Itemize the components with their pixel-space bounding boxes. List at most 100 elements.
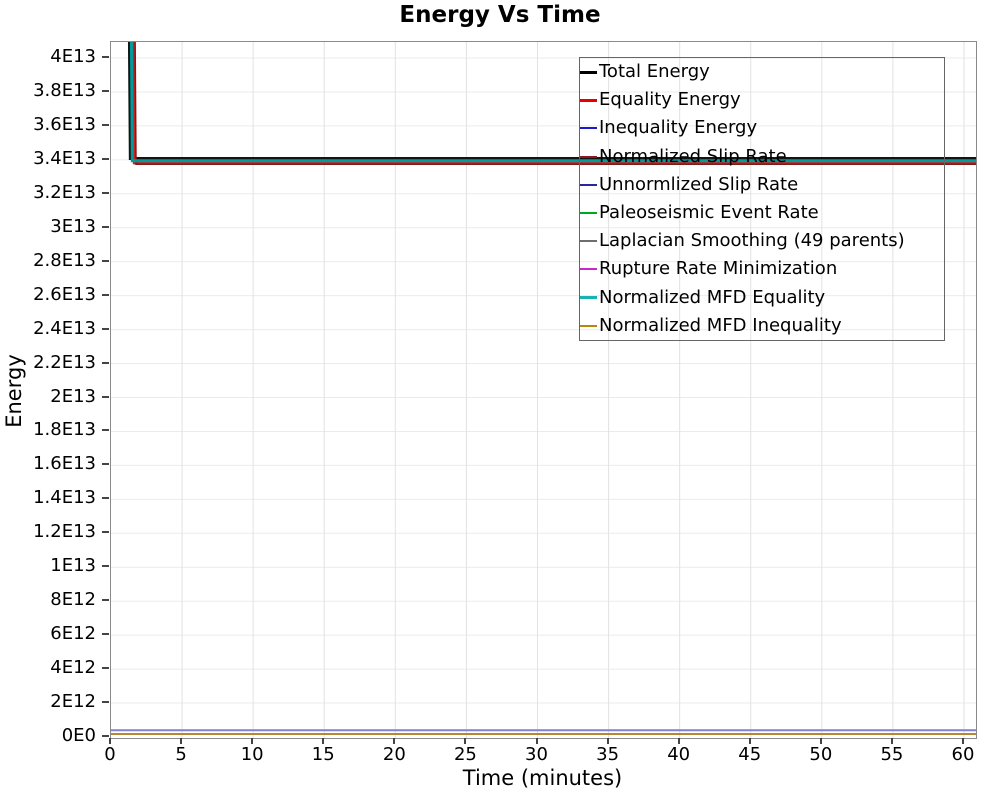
- legend-swatch: [580, 183, 597, 186]
- y-tick-mark: [102, 735, 109, 737]
- legend-item: Total Energy: [580, 58, 944, 86]
- x-tick-mark: [180, 738, 183, 744]
- legend-label: Normalized Slip Rate: [599, 145, 787, 167]
- y-tick-mark: [102, 225, 109, 228]
- legend-swatch: [580, 127, 597, 130]
- y-tick-label: 8E12: [50, 589, 96, 611]
- x-tick-label: 25: [453, 744, 477, 765]
- legend-item: Paleoseismic Event Rate: [580, 199, 944, 227]
- y-tick-mark: [102, 633, 109, 636]
- x-tick-label: 10: [240, 744, 264, 765]
- y-tick-mark: [102, 599, 109, 602]
- legend-swatch: [580, 324, 597, 327]
- y-tick-label: 3E13: [50, 215, 96, 237]
- x-tick-label: 55: [880, 744, 904, 765]
- x-tick-mark: [677, 738, 680, 744]
- y-tick-label: 3.8E13: [33, 79, 96, 101]
- y-tick-label: 0E0: [61, 725, 96, 746]
- y-tick-label: 2E12: [50, 691, 96, 713]
- y-tick-label: 2.8E13: [33, 249, 96, 271]
- legend-item: Normalized MFD Inequality: [580, 312, 944, 340]
- x-tick-mark: [962, 738, 964, 744]
- y-tick-mark: [102, 259, 109, 262]
- y-tick-label: 1.6E13: [33, 453, 96, 475]
- legend-item: Normalized MFD Equality: [580, 284, 944, 312]
- legend-item: Equality Energy: [580, 86, 944, 114]
- x-tick-label: 15: [311, 744, 335, 765]
- legend-label: Equality Energy: [599, 89, 741, 111]
- y-tick-label: 2.4E13: [33, 317, 96, 339]
- y-tick-mark: [102, 123, 109, 126]
- x-tick-mark: [251, 738, 254, 744]
- x-tick-mark: [890, 738, 893, 744]
- legend-swatch: [580, 70, 597, 74]
- y-tick-mark: [102, 429, 109, 432]
- legend: Total Energy Equality Energy Inequality En…: [579, 57, 945, 341]
- y-tick-mark: [102, 395, 109, 398]
- y-tick-mark: [102, 531, 109, 534]
- legend-label: Rupture Rate Minimization: [599, 258, 838, 280]
- y-tick-label: 6E12: [50, 623, 96, 645]
- series-line: [129, 42, 976, 163]
- x-axis-label: Time (minutes): [462, 766, 623, 790]
- x-tick-mark: [322, 738, 325, 744]
- y-tick-mark: [102, 327, 109, 330]
- y-tick-label: 1.4E13: [33, 487, 96, 509]
- x-tick-mark: [535, 738, 538, 744]
- x-tick-label: 35: [596, 744, 620, 765]
- y-tick-mark: [102, 293, 109, 296]
- legend-swatch: [580, 240, 597, 243]
- y-tick-mark: [102, 361, 109, 364]
- chart-title: Energy Vs Time: [399, 2, 601, 28]
- legend-item: Laplacian Smoothing (49 parents): [580, 227, 944, 255]
- x-tick-mark: [109, 738, 111, 744]
- plot-area: [110, 41, 977, 739]
- legend-label: Laplacian Smoothing (49 parents): [599, 230, 905, 252]
- legend-label: Normalized MFD Equality: [599, 286, 826, 308]
- legend-swatch: [580, 212, 597, 215]
- y-tick-label: 2.2E13: [33, 351, 96, 373]
- y-tick-label: 2.6E13: [33, 283, 96, 305]
- y-tick-label: 2E13: [50, 385, 96, 407]
- x-tick-mark: [464, 738, 467, 744]
- x-tick-mark: [748, 738, 751, 744]
- legend-item: Rupture Rate Minimization: [580, 255, 944, 283]
- y-axis-label: Energy: [2, 354, 26, 428]
- legend-swatch: [580, 268, 597, 271]
- x-tick-mark: [819, 738, 822, 744]
- y-tick-mark: [102, 463, 109, 466]
- legend-label: Inequality Energy: [599, 117, 758, 139]
- series-line: [134, 42, 976, 166]
- y-tick-mark: [102, 565, 109, 568]
- y-tick-mark: [102, 89, 109, 92]
- y-tick-mark: [102, 56, 109, 58]
- x-tick-mark: [606, 738, 609, 744]
- y-tick-label: 3.6E13: [33, 113, 96, 135]
- x-tick-label: 60: [951, 744, 975, 765]
- y-tick-label: 4E13: [50, 46, 96, 67]
- y-tick-label: 1.2E13: [33, 521, 96, 543]
- x-tick-label: 40: [667, 744, 691, 765]
- legend-label: Unnormlized Slip Rate: [599, 173, 799, 195]
- y-tick-mark: [102, 667, 109, 670]
- legend-label: Total Energy: [599, 61, 710, 83]
- legend-item: Unnormlized Slip Rate: [580, 171, 944, 199]
- legend-swatch: [580, 98, 597, 102]
- legend-item: Normalized Slip Rate: [580, 143, 944, 171]
- y-tick-mark: [102, 157, 109, 160]
- legend-label: Paleoseismic Event Rate: [599, 202, 819, 224]
- legend-item: Inequality Energy: [580, 114, 944, 142]
- legend-label: Normalized MFD Inequality: [599, 314, 842, 336]
- legend-swatch: [580, 155, 597, 158]
- plot-canvas: [111, 42, 976, 738]
- y-tick-mark: [102, 701, 109, 704]
- x-tick-label: 45: [738, 744, 762, 765]
- y-tick-label: 3.4E13: [33, 147, 96, 169]
- y-tick-label: 1.8E13: [33, 419, 96, 441]
- x-tick-label: 30: [525, 744, 548, 765]
- x-tick-label: 50: [809, 744, 833, 765]
- x-tick-label: 0: [104, 744, 116, 765]
- x-tick-label: 20: [382, 744, 406, 765]
- series-line: [127, 42, 976, 160]
